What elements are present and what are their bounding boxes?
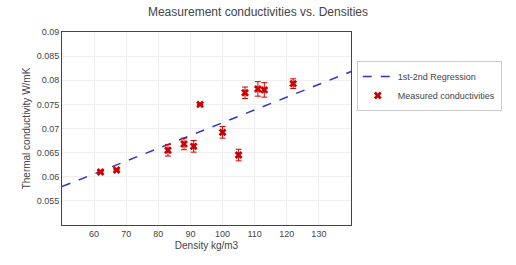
svg-text:Measurement conductivities vs.: Measurement conductivities vs. Densities bbox=[148, 5, 368, 19]
svg-text:0.055: 0.055 bbox=[37, 196, 60, 206]
svg-text:Thermal conductivity W/mK: Thermal conductivity W/mK bbox=[21, 67, 32, 189]
svg-text:0.085: 0.085 bbox=[37, 51, 60, 61]
svg-text:Density kg/m3: Density kg/m3 bbox=[175, 240, 239, 251]
svg-text:90: 90 bbox=[185, 229, 195, 239]
svg-text:100: 100 bbox=[215, 229, 230, 239]
svg-text:60: 60 bbox=[89, 229, 99, 239]
svg-text:0.09: 0.09 bbox=[42, 27, 60, 37]
svg-text:0.07: 0.07 bbox=[42, 124, 60, 134]
svg-text:0.06: 0.06 bbox=[42, 172, 60, 182]
svg-text:120: 120 bbox=[279, 229, 294, 239]
svg-text:70: 70 bbox=[121, 229, 131, 239]
svg-text:110: 110 bbox=[247, 229, 261, 239]
svg-text:80: 80 bbox=[153, 229, 163, 239]
svg-text:0.065: 0.065 bbox=[37, 148, 60, 158]
svg-text:1st-2nd Regression: 1st-2nd Regression bbox=[398, 72, 476, 82]
svg-text:Measured conductivities: Measured conductivities bbox=[398, 91, 495, 101]
svg-text:0.075: 0.075 bbox=[37, 100, 60, 110]
svg-text:130: 130 bbox=[311, 229, 326, 239]
svg-text:0.08: 0.08 bbox=[42, 75, 60, 85]
